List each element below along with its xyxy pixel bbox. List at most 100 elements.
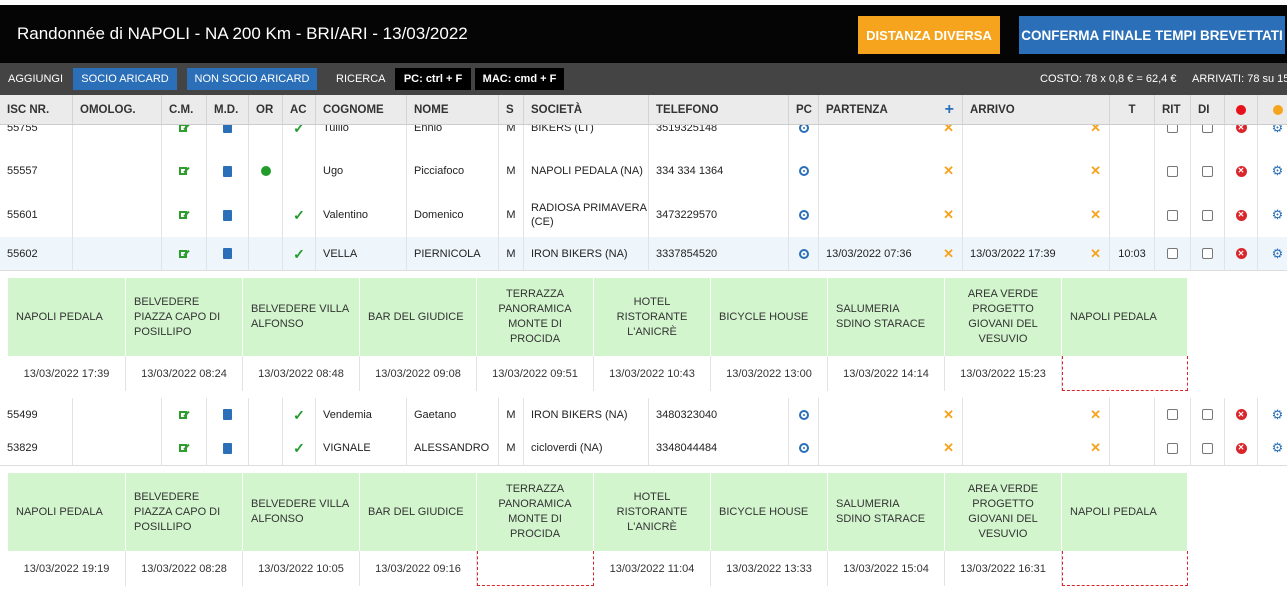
delete-cell[interactable]: ✕ (1225, 398, 1258, 431)
delete-icon[interactable]: ✕ (1235, 125, 1247, 133)
col-arrivo[interactable]: ARRIVO (963, 95, 1110, 124)
arrivo-cell[interactable]: ✕ (963, 193, 1110, 237)
control-time-cell[interactable] (477, 551, 594, 586)
target-icon[interactable] (798, 125, 809, 133)
plus-icon[interactable]: + (944, 100, 954, 118)
di-cell[interactable] (1191, 193, 1225, 237)
control-time-cell[interactable]: 13/03/2022 08:24 (126, 356, 243, 391)
delete-cell[interactable]: ✕ (1225, 193, 1258, 237)
rit-checkbox[interactable] (1167, 165, 1178, 177)
pdf-icon[interactable] (223, 125, 232, 133)
edit-icon[interactable] (178, 249, 190, 259)
rit-cell[interactable] (1155, 193, 1191, 237)
control-time-cell[interactable] (1062, 551, 1188, 586)
di-checkbox[interactable] (1202, 165, 1213, 177)
clear-arrivo-icon[interactable]: ✕ (1090, 406, 1101, 422)
control-time-cell[interactable]: 13/03/2022 08:28 (126, 551, 243, 586)
md-cell[interactable] (207, 193, 249, 237)
target-icon[interactable] (798, 210, 809, 220)
col-omolog[interactable]: OMOLOG. (73, 95, 162, 124)
control-time-cell[interactable]: 13/03/2022 10:05 (243, 551, 360, 586)
pc-cell[interactable] (789, 398, 819, 431)
md-cell[interactable] (207, 149, 249, 193)
delete-icon[interactable]: ✕ (1235, 248, 1247, 259)
rit-cell[interactable] (1155, 149, 1191, 193)
distanza-diversa-button[interactable]: DISTANZA DIVERSA (858, 16, 1000, 54)
col-pc[interactable]: PC (789, 95, 819, 124)
md-cell[interactable] (207, 431, 249, 465)
cm-cell[interactable] (162, 431, 207, 465)
control-time-cell[interactable]: 13/03/2022 19:19 (8, 551, 126, 586)
partenza-cell[interactable]: ✕ (819, 193, 963, 237)
clear-partenza-icon[interactable]: ✕ (943, 207, 954, 222)
arrivo-cell[interactable]: ✕ (963, 125, 1110, 149)
control-time-cell[interactable]: 13/03/2022 11:04 (594, 551, 711, 586)
col-rit[interactable]: RIT (1155, 95, 1191, 124)
col-partenza[interactable]: PARTENZA + (819, 95, 963, 124)
di-checkbox[interactable] (1202, 442, 1213, 454)
control-time-cell[interactable]: 13/03/2022 09:08 (360, 356, 477, 391)
partenza-cell[interactable]: ✕ (819, 431, 963, 465)
md-cell[interactable] (207, 398, 249, 431)
cm-cell[interactable] (162, 398, 207, 431)
di-checkbox[interactable] (1202, 209, 1213, 221)
delete-cell[interactable]: ✕ (1225, 125, 1258, 149)
rit-cell[interactable] (1155, 237, 1191, 270)
gear-icon[interactable]: ⚙ (1271, 125, 1284, 135)
clear-arrivo-icon[interactable]: ✕ (1090, 440, 1101, 455)
edit-icon[interactable] (178, 443, 190, 453)
clear-partenza-icon[interactable]: ✕ (943, 406, 954, 422)
pc-cell[interactable] (789, 125, 819, 149)
di-cell[interactable] (1191, 431, 1225, 465)
table-row[interactable]: 55499 ✓ Vendemia Gaetano M IRON BIKERS (NA) 34… (0, 398, 1287, 432)
md-cell[interactable] (207, 237, 249, 270)
settings-cell[interactable]: ⚙ (1258, 237, 1287, 270)
col-ac[interactable]: AC (283, 95, 316, 124)
clear-arrivo-icon[interactable]: ✕ (1090, 245, 1101, 261)
di-cell[interactable] (1191, 398, 1225, 431)
pdf-icon[interactable] (223, 442, 232, 454)
arrivo-cell[interactable]: ✕ (963, 431, 1110, 465)
pdf-icon[interactable] (223, 409, 232, 420)
control-time-cell[interactable]: 13/03/2022 10:43 (594, 356, 711, 391)
cm-cell[interactable] (162, 193, 207, 237)
delete-cell[interactable]: ✕ (1225, 237, 1258, 270)
cm-cell[interactable] (162, 125, 207, 149)
rit-checkbox[interactable] (1167, 248, 1178, 259)
partenza-cell[interactable]: ✕ (819, 398, 963, 431)
clear-arrivo-icon[interactable]: ✕ (1090, 163, 1101, 178)
gear-icon[interactable]: ⚙ (1271, 163, 1284, 178)
di-checkbox[interactable] (1202, 125, 1213, 133)
target-icon[interactable] (798, 409, 809, 420)
control-time-cell[interactable]: 13/03/2022 08:48 (243, 356, 360, 391)
clear-partenza-icon[interactable]: ✕ (943, 163, 954, 178)
clear-arrivo-icon[interactable]: ✕ (1090, 207, 1101, 222)
delete-cell[interactable]: ✕ (1225, 149, 1258, 193)
control-time-cell[interactable]: 13/03/2022 14:14 (828, 356, 945, 391)
control-time-cell[interactable]: 13/03/2022 13:33 (711, 551, 828, 586)
target-icon[interactable] (798, 443, 809, 453)
rit-checkbox[interactable] (1167, 209, 1178, 221)
settings-cell[interactable]: ⚙ (1258, 431, 1287, 465)
settings-cell[interactable]: ⚙ (1258, 398, 1287, 431)
clear-partenza-icon[interactable]: ✕ (943, 245, 954, 261)
delete-icon[interactable]: ✕ (1235, 442, 1247, 454)
pdf-icon[interactable] (223, 165, 232, 177)
pc-cell[interactable] (789, 193, 819, 237)
di-cell[interactable] (1191, 149, 1225, 193)
socio-aricard-button[interactable]: SOCIO ARICARD (73, 68, 177, 90)
col-t[interactable]: T (1110, 95, 1155, 124)
settings-cell[interactable]: ⚙ (1258, 149, 1287, 193)
md-cell[interactable] (207, 125, 249, 149)
partenza-cell[interactable]: ✕ (819, 125, 963, 149)
table-row[interactable]: 55755 ✓ Tullio Ennio M BIKERS (LT) 3519325148 ✕… (0, 125, 1287, 150)
control-time-cell[interactable]: 13/03/2022 15:04 (828, 551, 945, 586)
rit-cell[interactable] (1155, 431, 1191, 465)
pc-cell[interactable] (789, 149, 819, 193)
settings-cell[interactable]: ⚙ (1258, 193, 1287, 237)
col-societa[interactable]: SOCIETÀ (524, 95, 649, 124)
rit-checkbox[interactable] (1167, 442, 1178, 454)
delete-icon[interactable]: ✕ (1235, 209, 1247, 221)
col-telefono[interactable]: TELEFONO (649, 95, 789, 124)
